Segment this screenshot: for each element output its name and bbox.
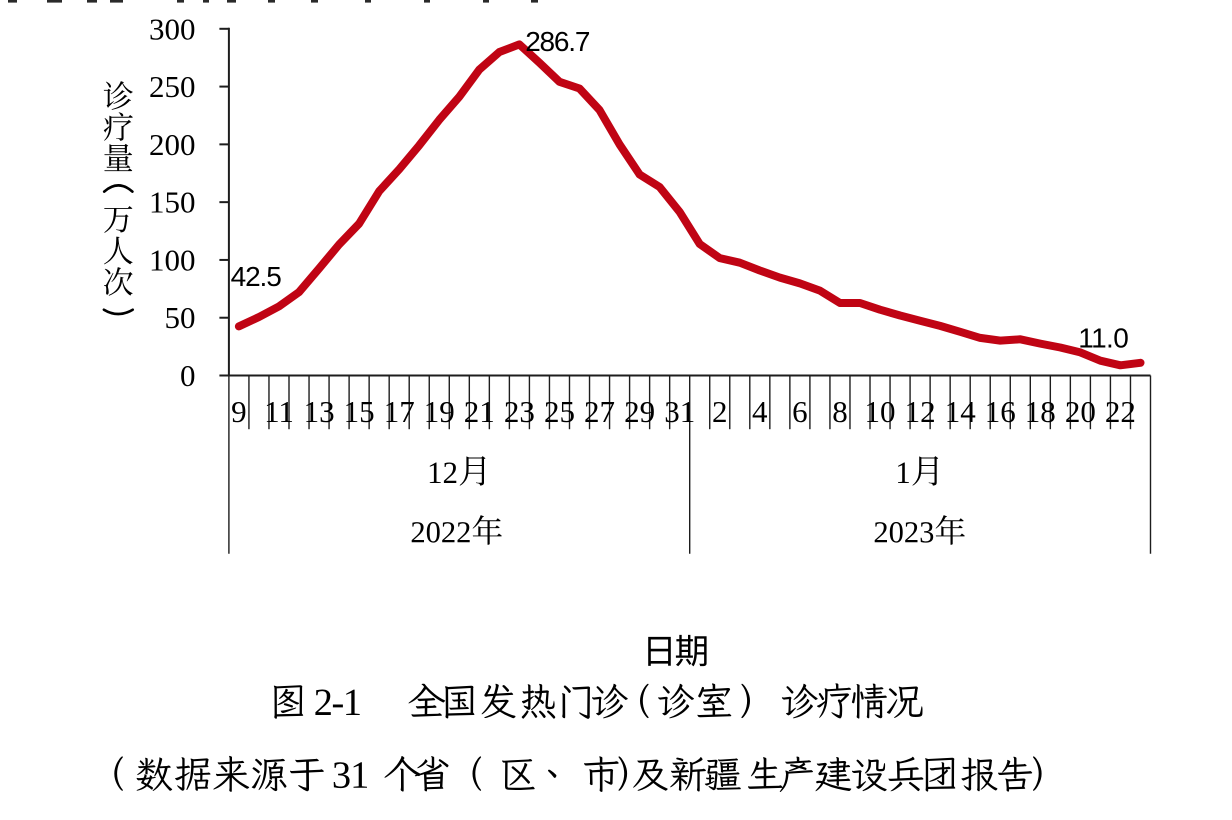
svg-text:2: 2: [712, 394, 728, 429]
svg-text:10: 10: [865, 394, 896, 429]
svg-text:150: 150: [149, 185, 196, 220]
svg-text:16: 16: [985, 394, 1016, 429]
svg-text:200: 200: [149, 127, 196, 162]
svg-text:12: 12: [905, 394, 936, 429]
svg-text:11.0: 11.0: [1078, 323, 1128, 354]
svg-text:17: 17: [384, 394, 415, 429]
svg-text:20: 20: [1065, 394, 1096, 429]
svg-text:300: 300: [149, 11, 196, 46]
svg-text:29: 29: [624, 394, 655, 429]
svg-text:9: 9: [231, 394, 247, 429]
svg-text:11: 11: [264, 394, 294, 429]
svg-text:250: 250: [149, 69, 196, 104]
svg-text:27: 27: [584, 394, 615, 429]
svg-text:25: 25: [544, 394, 575, 429]
svg-text:22: 22: [1105, 394, 1136, 429]
svg-text:31: 31: [664, 394, 695, 429]
svg-text:19: 19: [424, 394, 455, 429]
svg-text:14: 14: [945, 394, 977, 429]
svg-text:4: 4: [752, 394, 768, 429]
svg-text:13: 13: [304, 394, 335, 429]
svg-text:8: 8: [832, 394, 848, 429]
svg-text:18: 18: [1025, 394, 1056, 429]
svg-text:50: 50: [165, 300, 196, 335]
svg-text:6: 6: [792, 394, 808, 429]
svg-text:0: 0: [180, 358, 196, 393]
svg-text:42.5: 42.5: [231, 261, 282, 292]
svg-text:21: 21: [464, 394, 495, 429]
svg-text:23: 23: [504, 394, 535, 429]
svg-text:15: 15: [344, 394, 375, 429]
svg-text:286.7: 286.7: [525, 26, 590, 57]
svg-text:100: 100: [149, 242, 196, 277]
